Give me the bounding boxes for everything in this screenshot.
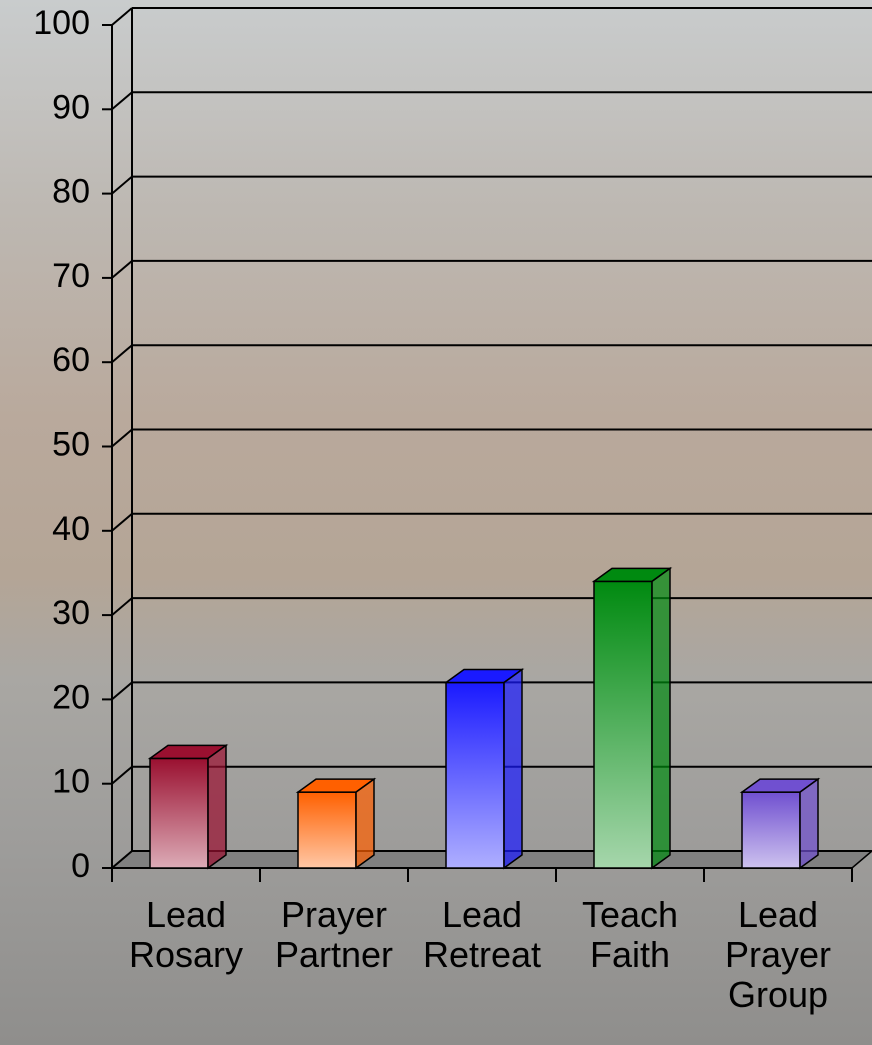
x-tick-label: Lead Retreat (422, 894, 542, 975)
y-tick-label: 100 (33, 4, 90, 42)
y-tick-label: 60 (52, 341, 90, 379)
x-tick-label: Lead Prayer Group (724, 894, 832, 1015)
bar (445, 681, 505, 869)
grid-line-side (111, 428, 133, 448)
bar (297, 791, 357, 869)
bar-side (503, 668, 523, 870)
bar-side (651, 566, 671, 870)
bar (593, 580, 653, 869)
grid-line-side (111, 91, 133, 111)
grid-line-side (111, 513, 133, 532)
y-tick-label: 30 (52, 594, 90, 632)
bar-side (355, 777, 375, 870)
bar (741, 791, 801, 869)
y-tick-label: 20 (52, 678, 90, 716)
grid-line-side (111, 597, 133, 616)
y-tick-label: 70 (52, 257, 90, 295)
bar (149, 757, 209, 869)
grid-line-side (111, 850, 133, 869)
grid-line-side (111, 681, 133, 701)
bar-side (799, 777, 819, 870)
grid-line-side (111, 765, 133, 785)
grid-line-side (111, 7, 133, 26)
y-tick-label: 0 (71, 847, 90, 885)
y-tick-label: 50 (52, 425, 90, 463)
bar-side (207, 743, 227, 870)
y-tick-label: 10 (52, 763, 90, 801)
grid-line-side (111, 344, 133, 363)
y-tick-label: 40 (52, 510, 90, 548)
grid-line-side (111, 260, 133, 279)
x-tick-label: Teach Faith (581, 894, 679, 975)
grid-line-side (111, 175, 133, 195)
x-tick-label: Lead Rosary (128, 894, 244, 975)
y-tick-label: 80 (52, 173, 90, 211)
x-tick-label: Prayer Partner (274, 894, 394, 975)
y-tick-label: 90 (52, 88, 90, 126)
